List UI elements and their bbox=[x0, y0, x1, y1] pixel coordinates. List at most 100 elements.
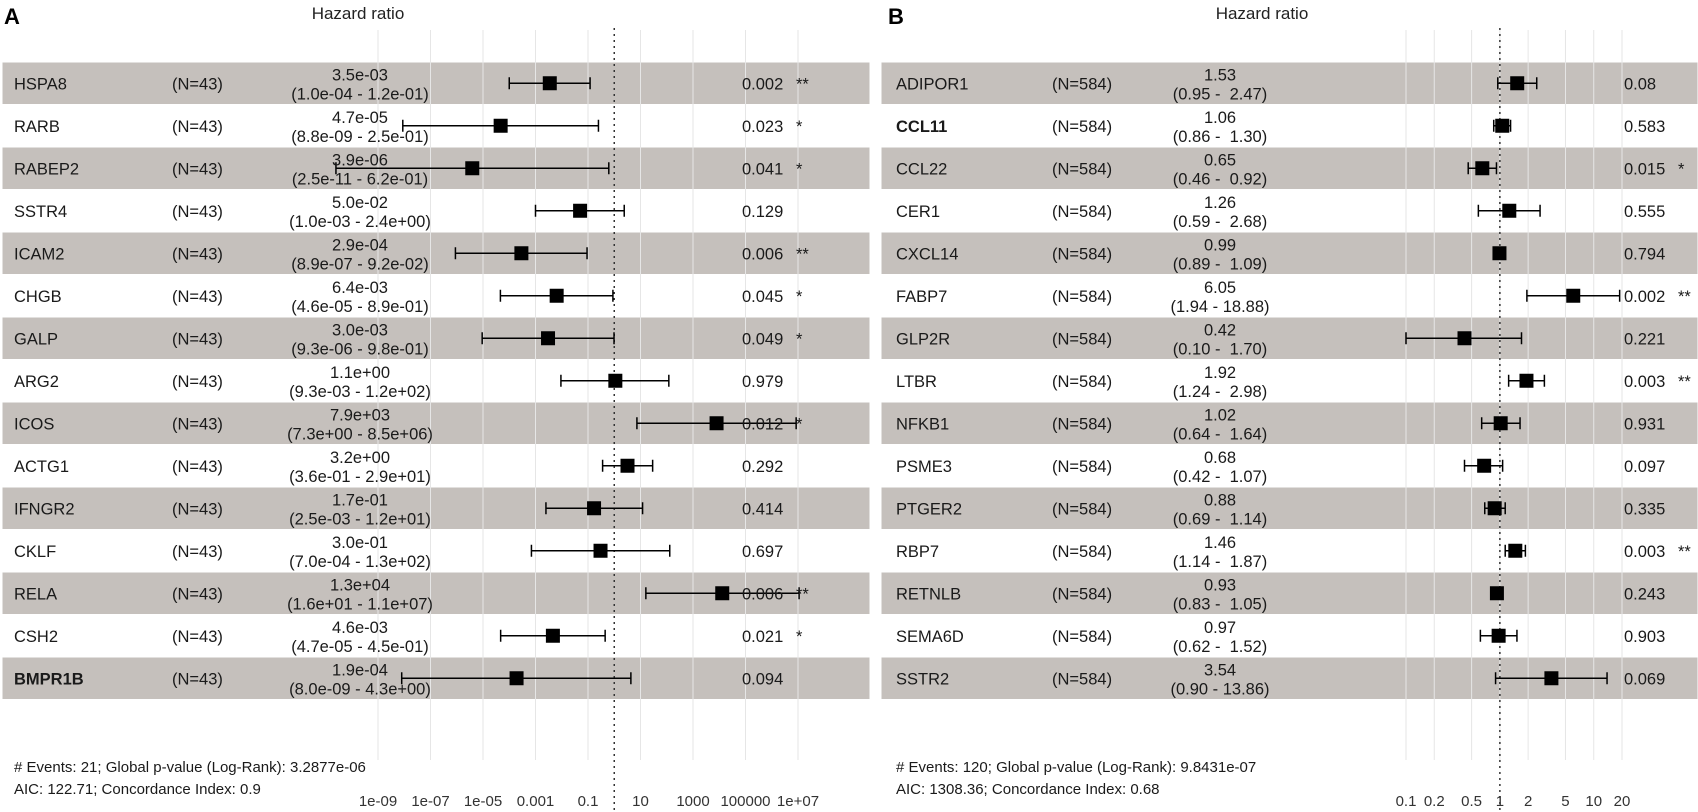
hr-point-glp2r bbox=[1457, 331, 1472, 346]
hr-point-csh2 bbox=[545, 628, 560, 643]
significance-stars: ** bbox=[796, 585, 809, 603]
n-label: (N=43) bbox=[172, 373, 223, 391]
panel-b: 0.1 0.2 0.5 1 2 5 10 20 ADIPOR1 (N=584) 1.53(0.95 … bbox=[880, 28, 1698, 812]
hr-point-sstr4 bbox=[573, 203, 588, 218]
p-value-label: 0.903 bbox=[1624, 628, 1665, 646]
row-shade-hspa8 bbox=[1, 61, 871, 105]
ci-label: (8.9e-07 - 9.2e-02) bbox=[291, 255, 429, 273]
hr-value-label: 1.9e-04 bbox=[332, 661, 388, 679]
ci-label: (1.0e-03 - 2.4e+00) bbox=[289, 213, 431, 231]
n-label: (N=43) bbox=[172, 288, 223, 306]
gene-label: CXCL14 bbox=[896, 245, 958, 263]
row-shade-icam2 bbox=[1, 231, 871, 275]
p-value-label: 0.794 bbox=[1624, 245, 1665, 263]
p-value-label: 0.021 bbox=[742, 628, 783, 646]
p-value-label: 0.045 bbox=[742, 288, 783, 306]
hr-value-label: 0.93 bbox=[1204, 576, 1236, 594]
row-shade-ccl22 bbox=[880, 146, 1698, 190]
n-label: (N=584) bbox=[1052, 415, 1112, 433]
ci-label: (0.42 - 1.07) bbox=[1173, 468, 1267, 486]
tick-label: 1e+07 bbox=[777, 793, 819, 810]
hr-point-hspa8 bbox=[542, 76, 557, 91]
hr-value-label: 1.53 bbox=[1204, 66, 1236, 84]
ci-label: (0.46 - 0.92) bbox=[1173, 170, 1267, 188]
p-value-label: 0.08 bbox=[1624, 75, 1656, 93]
significance-stars: * bbox=[1678, 160, 1685, 178]
gene-label: FABP7 bbox=[896, 288, 947, 306]
gene-label: GLP2R bbox=[896, 330, 950, 348]
p-value-label: 0.583 bbox=[1624, 118, 1665, 136]
panel-a-footer-line-2: AIC: 122.71; Concordance Index: 0.9 bbox=[14, 781, 261, 798]
gene-label: CCL22 bbox=[896, 160, 947, 178]
gene-label: RABEP2 bbox=[14, 160, 79, 178]
row-shade-galp bbox=[1, 316, 871, 360]
ci-label: (4.7e-05 - 4.5e-01) bbox=[291, 638, 429, 656]
gene-label: CER1 bbox=[896, 203, 940, 221]
hr-point-retnlb bbox=[1489, 586, 1504, 601]
n-label: (N=584) bbox=[1052, 543, 1112, 561]
n-label: (N=584) bbox=[1052, 330, 1112, 348]
hr-value-label: 1.46 bbox=[1204, 534, 1236, 552]
tick-label: 0.001 bbox=[517, 793, 555, 810]
ci-label: (0.90 - 13.86) bbox=[1170, 680, 1269, 698]
significance-stars: * bbox=[796, 160, 803, 178]
hr-point-bmpr1b bbox=[509, 671, 524, 686]
ci-label: (7.3e+00 - 8.5e+06) bbox=[287, 425, 433, 443]
tick-label: 1e-05 bbox=[464, 793, 502, 810]
ci-label: (0.86 - 1.30) bbox=[1173, 128, 1267, 146]
gene-label: CKLF bbox=[14, 543, 56, 561]
p-value-label: 0.006 bbox=[742, 585, 783, 603]
p-value-label: 0.002 bbox=[1624, 288, 1665, 306]
gene-label: CCL11 bbox=[896, 118, 947, 136]
hr-point-icam2 bbox=[514, 246, 529, 261]
tick-label: 2 bbox=[1524, 793, 1532, 810]
row-shade-retnlb bbox=[880, 571, 1698, 615]
hr-point-chgb bbox=[549, 288, 564, 303]
ci-label: (9.3e-03 - 1.2e+02) bbox=[289, 383, 431, 401]
p-value-label: 0.006 bbox=[742, 245, 783, 263]
gene-label: IFNGR2 bbox=[14, 500, 75, 518]
p-value-label: 0.003 bbox=[1624, 543, 1665, 561]
row-shade-adipor1 bbox=[880, 61, 1698, 105]
tick-label: 1000 bbox=[676, 793, 709, 810]
ci-label: (1.24 - 2.98) bbox=[1173, 383, 1267, 401]
hr-value-label: 0.97 bbox=[1204, 619, 1236, 637]
n-label: (N=43) bbox=[172, 75, 223, 93]
p-value-label: 0.221 bbox=[1624, 330, 1665, 348]
gene-label: RARB bbox=[14, 118, 60, 136]
gene-label: PTGER2 bbox=[896, 500, 962, 518]
hr-value-label: 3.2e+00 bbox=[330, 449, 390, 467]
gene-label: ADIPOR1 bbox=[896, 75, 968, 93]
hr-point-ccl22 bbox=[1475, 161, 1490, 176]
ci-label: (7.0e-04 - 1.3e+02) bbox=[289, 553, 431, 571]
hr-value-label: 1.3e+04 bbox=[330, 576, 390, 594]
n-label: (N=43) bbox=[172, 118, 223, 136]
p-value-label: 0.023 bbox=[742, 118, 783, 136]
hr-value-label: 1.92 bbox=[1204, 364, 1236, 382]
tick-label: 1e-09 bbox=[359, 793, 397, 810]
significance-stars: ** bbox=[1678, 543, 1691, 561]
row-shade-glp2r bbox=[880, 316, 1698, 360]
hr-value-label: 4.6e-03 bbox=[332, 619, 388, 637]
tick-label: 1 bbox=[1496, 793, 1504, 810]
row-shade-ifngr2 bbox=[1, 486, 871, 530]
tick-label: 100000 bbox=[720, 793, 770, 810]
hr-point-icos bbox=[709, 416, 724, 431]
panel-b-footer-line-2: AIC: 1308.36; Concordance Index: 0.68 bbox=[896, 781, 1160, 798]
ci-label: (2.5e-03 - 1.2e+01) bbox=[289, 510, 431, 528]
significance-stars: * bbox=[796, 118, 803, 136]
gene-label: CSH2 bbox=[14, 628, 58, 646]
hr-value-label: 6.05 bbox=[1204, 279, 1236, 297]
ci-label: (0.10 - 1.70) bbox=[1173, 340, 1267, 358]
hr-point-ptger2 bbox=[1487, 501, 1502, 516]
significance-stars: * bbox=[796, 330, 803, 348]
gene-label: ACTG1 bbox=[14, 458, 69, 476]
gene-label: GALP bbox=[14, 330, 58, 348]
gene-label: BMPR1B bbox=[14, 670, 84, 688]
gene-label: ICOS bbox=[14, 415, 54, 433]
ci-label: (4.6e-05 - 8.9e-01) bbox=[291, 298, 429, 316]
hr-value-label: 3.0e-01 bbox=[332, 534, 388, 552]
p-value-label: 0.414 bbox=[742, 500, 783, 518]
significance-stars: * bbox=[796, 628, 803, 646]
